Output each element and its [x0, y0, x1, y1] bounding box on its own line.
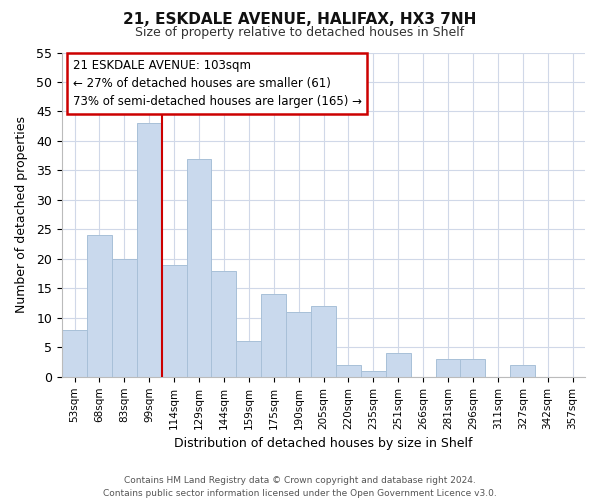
Bar: [386, 353, 410, 377]
Text: 21, ESKDALE AVENUE, HALIFAX, HX3 7NH: 21, ESKDALE AVENUE, HALIFAX, HX3 7NH: [124, 12, 476, 28]
Bar: [137, 124, 161, 377]
Text: 21 ESKDALE AVENUE: 103sqm
← 27% of detached houses are smaller (61)
73% of semi-: 21 ESKDALE AVENUE: 103sqm ← 27% of detac…: [73, 59, 362, 108]
Bar: [236, 342, 261, 377]
Bar: [62, 330, 87, 377]
Bar: [436, 359, 460, 377]
Y-axis label: Number of detached properties: Number of detached properties: [15, 116, 28, 313]
Bar: [460, 359, 485, 377]
Bar: [261, 294, 286, 377]
Bar: [161, 265, 187, 377]
X-axis label: Distribution of detached houses by size in Shelf: Distribution of detached houses by size …: [174, 437, 473, 450]
Bar: [311, 306, 336, 377]
Bar: [87, 236, 112, 377]
Bar: [336, 365, 361, 377]
Bar: [286, 312, 311, 377]
Text: Size of property relative to detached houses in Shelf: Size of property relative to detached ho…: [136, 26, 464, 39]
Bar: [187, 158, 211, 377]
Bar: [112, 259, 137, 377]
Text: Contains HM Land Registry data © Crown copyright and database right 2024.
Contai: Contains HM Land Registry data © Crown c…: [103, 476, 497, 498]
Bar: [361, 371, 386, 377]
Bar: [510, 365, 535, 377]
Bar: [211, 270, 236, 377]
